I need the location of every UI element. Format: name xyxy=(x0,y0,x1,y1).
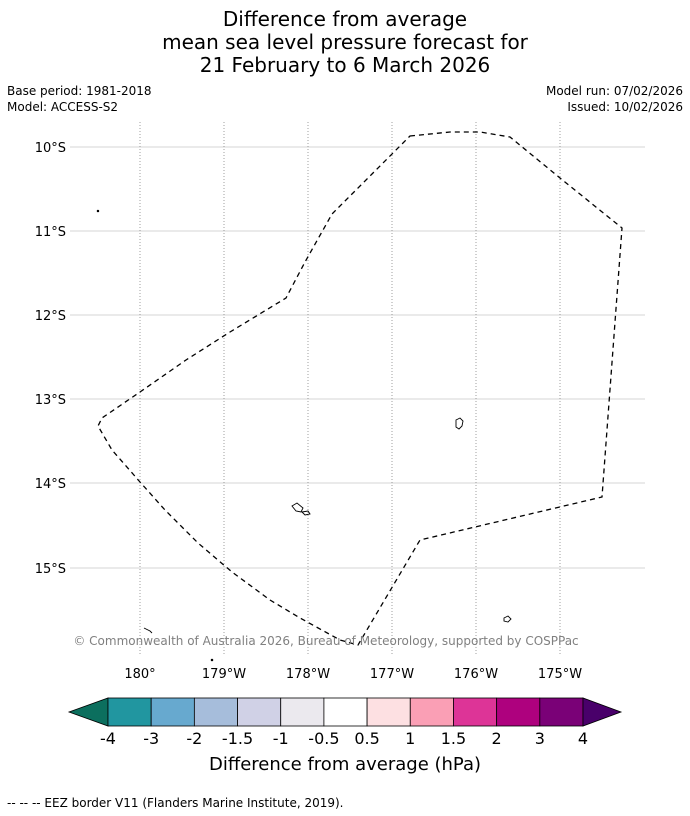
island xyxy=(503,615,512,623)
title-line-3: 21 February to 6 March 2026 xyxy=(199,53,491,77)
lon-gridlines xyxy=(139,122,561,655)
copyright-credit: © Commonwealth of Australia 2026, Bureau… xyxy=(73,634,578,648)
lon-label: 178°W xyxy=(286,667,330,682)
island xyxy=(143,627,153,634)
meta-right: Model run: 07/02/2026 Issued: 10/02/2026 xyxy=(546,83,683,115)
colorbar-tick-label: -4 xyxy=(100,729,116,748)
eez-border xyxy=(97,131,623,646)
lat-label: 13°S xyxy=(35,393,66,408)
lat-gridlines xyxy=(70,146,645,569)
colorbar-segment xyxy=(237,697,282,727)
colorbar-segment xyxy=(453,697,498,727)
title-line-1: Difference from average xyxy=(222,7,468,31)
colorbar-title: Difference from average (hPa) xyxy=(209,754,481,775)
issued-date: Issued: 10/02/2026 xyxy=(567,100,683,114)
island xyxy=(96,209,100,213)
lat-label: 12°S xyxy=(35,309,66,324)
colorbar-tick-label: 1 xyxy=(405,729,415,748)
colorbar-tick-label: 4 xyxy=(578,729,588,748)
meta-left: Base period: 1981-2018 Model: ACCESS-S2 xyxy=(7,83,152,115)
chart-title: Difference from average mean sea level p… xyxy=(0,8,690,77)
colorbar-extend-high xyxy=(582,697,623,727)
islands xyxy=(96,209,512,662)
lon-label: 177°W xyxy=(370,667,414,682)
lat-label: 14°S xyxy=(35,477,66,492)
lat-label: 15°S xyxy=(35,562,66,577)
colorbar-segment xyxy=(280,697,325,727)
lon-label: 175°W xyxy=(538,667,582,682)
title-line-2: mean sea level pressure forecast for xyxy=(162,30,528,54)
lat-labels: 10°S 11°S 12°S 13°S 14°S 15°S xyxy=(35,141,66,577)
lon-label: 179°W xyxy=(202,667,246,682)
eez-legend-footer: -- -- -- EEZ border V11 (Flanders Marine… xyxy=(7,796,344,810)
island xyxy=(301,510,311,516)
colorbar-tick-label: 0.5 xyxy=(354,729,379,748)
model-run: Model run: 07/02/2026 xyxy=(545,84,683,98)
colorbar-tick-label: -1 xyxy=(273,729,289,748)
colorbar-segment xyxy=(539,697,584,727)
island xyxy=(455,417,464,430)
base-period: Base period: 1981-2018 xyxy=(7,84,152,98)
colorbar-segment xyxy=(150,697,195,727)
colorbar-segment xyxy=(107,697,152,727)
colorbar-segment xyxy=(323,697,368,727)
lon-labels: 180° 179°W 178°W 177°W 176°W 175°W xyxy=(124,667,582,682)
colorbar-tick-label: -2 xyxy=(186,729,202,748)
colorbar-extend-low xyxy=(67,697,109,727)
colorbar-tick-label: -3 xyxy=(143,729,159,748)
colorbar-tick-label: 3 xyxy=(535,729,545,748)
colorbar-segment xyxy=(496,697,541,727)
colorbar-tick-label: 1.5 xyxy=(441,729,466,748)
lat-label: 10°S xyxy=(35,141,66,156)
colorbar-tick-label: -1.5 xyxy=(222,729,253,748)
lon-label: 180° xyxy=(124,667,155,682)
colorbar-segment xyxy=(409,697,454,727)
colorbar-segment xyxy=(193,697,238,727)
colorbar-ticks: -4 -3 -2 -1.5 -1 -0.5 0.5 1 1.5 2 3 4 xyxy=(100,729,588,748)
lon-label: 176°W xyxy=(454,667,498,682)
colorbar-tick-label: -0.5 xyxy=(308,729,339,748)
colorbar-tick-label: 2 xyxy=(492,729,502,748)
colorbar xyxy=(67,697,623,727)
colorbar-segment xyxy=(366,697,411,727)
island xyxy=(210,658,214,662)
lat-label: 11°S xyxy=(35,225,66,240)
model-name: Model: ACCESS-S2 xyxy=(7,100,119,114)
island xyxy=(291,502,304,513)
